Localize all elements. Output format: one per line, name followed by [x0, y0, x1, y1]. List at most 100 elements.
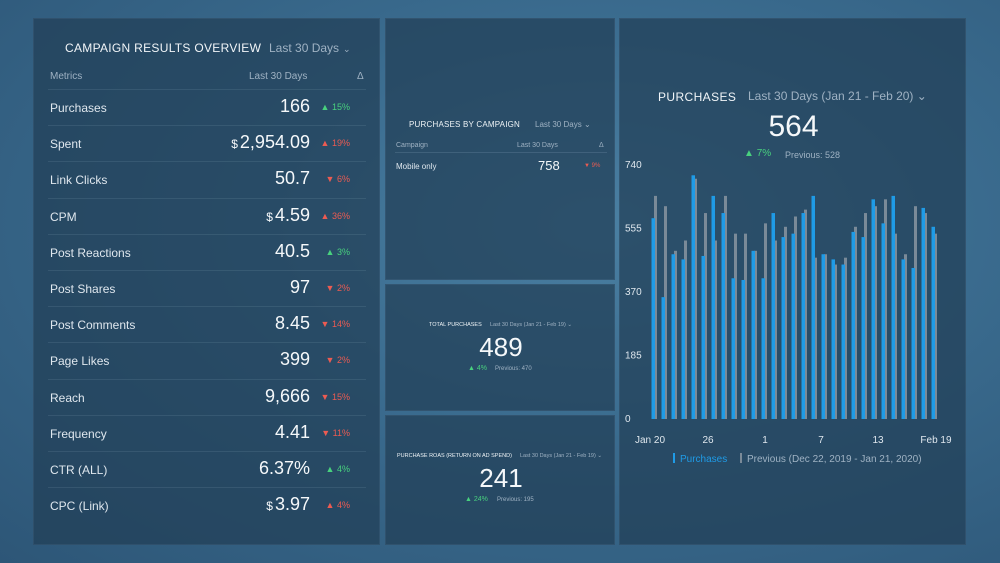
previous-bar[interactable] — [694, 178, 697, 419]
table-row: Post Reactions 40.5 ▲ 3% — [48, 233, 366, 271]
table-row: Link Clicks 50.7 ▼ 6% — [48, 161, 366, 198]
previous-bar[interactable] — [814, 257, 817, 419]
metric-label: Link Clicks — [50, 173, 108, 188]
purchases-bar[interactable] — [811, 195, 816, 419]
purchases-bar[interactable] — [741, 279, 746, 419]
metric-delta-value: 2% — [336, 355, 350, 366]
previous-bar[interactable] — [704, 213, 707, 419]
metric-label: Purchases — [50, 101, 107, 115]
by-campaign-range-dropdown[interactable]: Last 30 Days ⌄ — [535, 120, 591, 129]
metric-value-number: 399 — [279, 349, 310, 370]
previous-bar[interactable] — [724, 195, 727, 419]
previous-bar[interactable] — [824, 254, 827, 419]
purchases-bar[interactable] — [661, 297, 666, 419]
previous-bar[interactable] — [934, 233, 937, 419]
previous-bar[interactable] — [834, 264, 837, 419]
purchases-delta-value: 7% — [756, 148, 772, 159]
previous-bar[interactable] — [904, 254, 907, 419]
purchases-bar[interactable] — [711, 195, 716, 419]
total-purchases-range[interactable]: Last 30 Days (Jan 21 - Feb 19) ⌄ — [490, 322, 572, 328]
metric-delta: ▲ 36% — [321, 211, 350, 221]
previous-bar[interactable] — [924, 213, 927, 419]
purchases-bar[interactable] — [881, 223, 886, 419]
overview-range-dropdown[interactable]: Last 30 Days ⌄ — [269, 41, 351, 55]
metric-label: Spent — [50, 137, 82, 152]
purchases-bar[interactable] — [671, 254, 676, 419]
purchases-bar[interactable] — [911, 267, 916, 419]
previous-bar[interactable] — [774, 240, 777, 419]
metric-value: $3.97 — [266, 494, 310, 515]
purchases-bar[interactable] — [761, 278, 766, 419]
purchases-bar[interactable] — [841, 264, 846, 419]
purchase-roas-panel: PURCHASE ROAS (RETURN ON AD SPEND) Last … — [385, 415, 615, 545]
purchases-bar[interactable] — [651, 218, 656, 419]
legend-previous[interactable]: Previous (Dec 22, 2019 - Jan 21, 2020) — [740, 453, 922, 465]
metric-value-number: 3.97 — [274, 494, 310, 515]
previous-bar[interactable] — [864, 213, 867, 419]
metric-value: 97 — [290, 277, 310, 298]
previous-bar[interactable] — [674, 250, 677, 419]
triangle-down-icon: ▼ — [325, 355, 335, 366]
metric-label: Reach — [50, 390, 85, 405]
total-purchases-delta-value: 4% — [476, 365, 488, 372]
previous-bar[interactable] — [744, 233, 747, 419]
metric-label: CPM — [50, 209, 77, 224]
purchases-bar[interactable] — [871, 199, 876, 419]
purchases-bar[interactable] — [701, 255, 706, 419]
purchases-bar[interactable] — [851, 231, 856, 419]
previous-bar[interactable] — [914, 206, 917, 419]
previous-bar[interactable] — [854, 226, 857, 419]
purchases-bar[interactable] — [921, 207, 926, 419]
purchases-bar[interactable] — [891, 195, 896, 419]
previous-bar[interactable] — [654, 195, 657, 419]
purchases-bar[interactable] — [691, 175, 696, 419]
previous-bar[interactable] — [794, 216, 797, 419]
purchases-bar-chart: 0 185 370 555 740 Jan 20 26 1 7 13 Feb 19 — [625, 160, 952, 446]
previous-bar[interactable] — [734, 233, 737, 419]
previous-bar[interactable] — [784, 226, 787, 419]
previous-bar[interactable] — [664, 206, 667, 419]
triangle-down-icon: ▼ — [320, 319, 330, 330]
purchases-bar[interactable] — [801, 213, 806, 419]
previous-bar[interactable] — [874, 206, 877, 419]
purchases-bar[interactable] — [731, 278, 736, 419]
triangle-down-icon: ▼ — [584, 163, 590, 169]
purchases-bar[interactable] — [901, 259, 906, 419]
previous-bar[interactable] — [754, 250, 757, 419]
legend-current[interactable]: Purchases — [673, 453, 727, 465]
metric-value: 9,666 — [265, 386, 310, 407]
previous-bar[interactable] — [764, 223, 767, 419]
previous-bar[interactable] — [684, 240, 687, 419]
previous-bar[interactable] — [714, 240, 717, 419]
purchases-bar[interactable] — [721, 213, 726, 419]
table-row: Post Shares 97 ▼ 2% — [48, 270, 366, 307]
x-tick-label: 13 — [872, 435, 884, 446]
purchases-range-dropdown[interactable]: Last 30 Days (Jan 21 - Feb 20) ⌄ — [748, 89, 927, 103]
roas-range[interactable]: Last 30 Days (Jan 21 - Feb 19) ⌄ — [520, 453, 602, 459]
metric-value-number: 2,954.09 — [239, 132, 310, 153]
purchases-bar[interactable] — [931, 226, 936, 419]
purchases-bar[interactable] — [821, 254, 826, 419]
previous-bar[interactable] — [804, 209, 807, 419]
purchases-bar[interactable] — [681, 259, 686, 419]
purchases-bar[interactable] — [791, 233, 796, 419]
triangle-up-icon: ▲ — [465, 496, 472, 503]
metric-delta: ▼ 14% — [321, 319, 350, 329]
purchases-bar[interactable] — [771, 213, 776, 419]
purchases-bar[interactable] — [781, 237, 786, 419]
triangle-up-icon: ▲ — [325, 464, 335, 474]
y-tick-label: 740 — [625, 160, 642, 171]
purchases-bar[interactable] — [831, 259, 836, 419]
purchases-bar[interactable] — [751, 250, 756, 419]
purchases-bar[interactable] — [861, 237, 866, 419]
chevron-down-icon: ⌄ — [343, 44, 351, 54]
purchases-by-campaign-panel: PURCHASES BY CAMPAIGN Last 30 Days ⌄ Cam… — [385, 18, 615, 280]
x-tick-label: 26 — [702, 435, 714, 446]
previous-bar[interactable] — [884, 199, 887, 419]
metric-value-number: 50.7 — [274, 168, 310, 189]
col-delta: Δ — [599, 142, 604, 149]
previous-bar[interactable] — [894, 233, 897, 419]
legend-current-swatch — [673, 453, 675, 463]
purchases-delta: ▲ 7% — [744, 148, 771, 159]
previous-bar[interactable] — [844, 257, 847, 419]
